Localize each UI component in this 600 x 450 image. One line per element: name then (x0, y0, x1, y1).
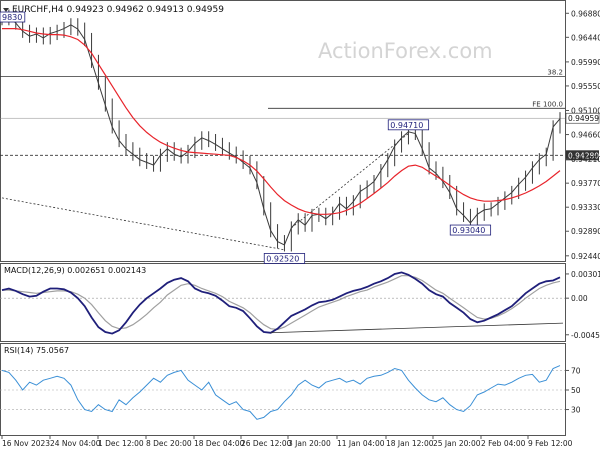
macd-tick-label: -0.00455 (571, 331, 600, 340)
symbol-header: EURCHF,H4 0.94923 0.94962 0.94913 0.9495… (12, 5, 224, 15)
price-panel (0, 0, 566, 262)
time-tick-label: 9 Feb 12:00 (528, 439, 573, 448)
time-tick-label: 8 Dec 20:00 (146, 439, 192, 448)
time-tick-label: 24 Nov 04:00 (50, 439, 101, 448)
current-price-box (565, 112, 600, 124)
time-tick-label: 3 Jan 20:00 (288, 439, 331, 448)
macd-title: MACD(12,26,9) 0.002651 0.002143 (4, 266, 146, 275)
time-tick-label: 18 Jan 12:00 (386, 439, 434, 448)
level-label: FE 100.0 (532, 100, 563, 108)
price-annotation-label: 0.92520 (266, 254, 299, 263)
price-tick-label: 0.95550 (571, 82, 600, 91)
price-tick-label: 0.95990 (571, 58, 600, 67)
macd-line (1, 271, 561, 335)
price-tick-label: 0.94660 (571, 131, 600, 140)
current-price-label: 0.94959 (568, 114, 599, 123)
price-tick-label: 0.95100 (571, 107, 600, 116)
time-tick-label: 11 Jan 04:00 (337, 439, 385, 448)
price-tick-label: 0.92890 (571, 227, 600, 236)
rsi-tick-label: 70 (571, 366, 581, 375)
price-tick-label: 0.96880 (571, 9, 600, 18)
time-tick-label: 16 Nov 2023 (2, 439, 50, 448)
level-label: 38.2 (547, 69, 563, 77)
rsi-tick-label: 30 (571, 406, 581, 415)
rsi-title: RSI(14) 75.0567 (4, 346, 69, 355)
macd-trendline (270, 322, 564, 334)
price-tick-label: 0.92440 (571, 252, 600, 261)
price-tick-label: 0.94210 (571, 155, 600, 164)
channel-trendline (291, 133, 409, 229)
time-tick-label: 2 Feb 04:00 (481, 439, 526, 448)
macd-signal-line (2, 275, 561, 331)
price-annotation-box (263, 253, 306, 264)
level-price-box (566, 150, 599, 161)
time-tick-label: 25 Jan 20:00 (433, 439, 481, 448)
time-tick-label: 26 Dec 12:00 (241, 439, 292, 448)
price-annotation-box (449, 224, 492, 236)
collapse-triangle-icon[interactable] (3, 8, 9, 12)
macd-tick-label: 0.003013 (571, 270, 600, 279)
price-line (1, 15, 561, 246)
rsi-line (1, 365, 561, 420)
rsi-tick-label: 50 (571, 386, 581, 395)
time-tick-label: 18 Dec 04:00 (194, 439, 245, 448)
level-price-label: 0.94280 (568, 151, 599, 160)
price-annotation-label: 0.93040 (452, 226, 485, 235)
price-tick-label: 0.93770 (571, 179, 600, 188)
watermark: ActionForex.com (318, 39, 493, 63)
macd-panel (0, 263, 566, 342)
price-annotation-label: 0.94710 (390, 121, 423, 130)
macd-tick-label: 0.00 (571, 294, 588, 303)
price-tick-label: 0.93330 (571, 203, 600, 212)
time-tick-label: 1 Dec 12:00 (98, 439, 144, 448)
moving-average-line (2, 28, 561, 215)
price-annotation-box (387, 119, 430, 131)
price-tick-label: 0.96440 (571, 33, 600, 42)
rsi-panel (0, 343, 566, 436)
price-annotation-box (0, 11, 26, 23)
price-annotation-label: 9830 (2, 13, 22, 22)
